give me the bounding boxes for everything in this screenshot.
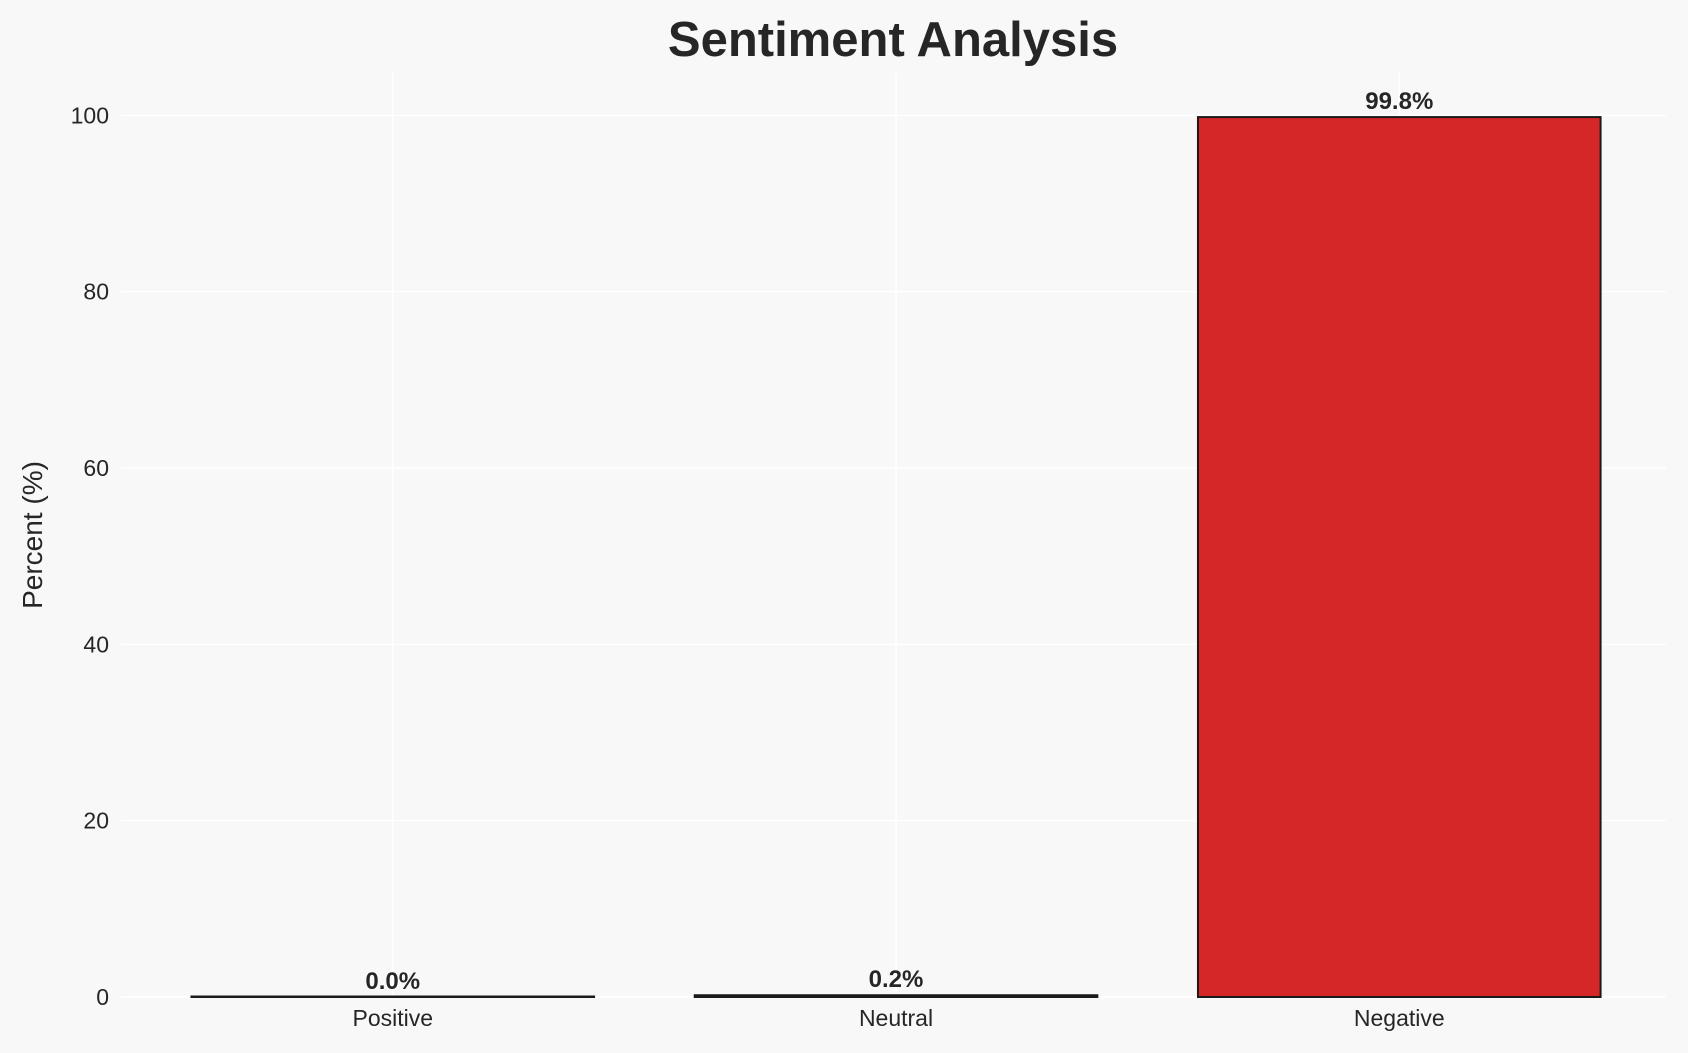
data-label-positive: 0.0% (365, 968, 420, 995)
y-tick-label: 80 (83, 279, 109, 305)
x-tick-label: Neutral (859, 1005, 933, 1031)
y-tick-label: 40 (83, 631, 109, 657)
chart-title: Sentiment Analysis (668, 13, 1118, 67)
bar-positive (190, 995, 596, 998)
data-label-neutral: 0.2% (869, 966, 924, 993)
y-axis-label: Percent (%) (17, 461, 48, 609)
x-tick-label: Negative (1354, 1005, 1445, 1031)
y-tick-label: 0 (96, 984, 109, 1010)
y-tick-label: 20 (83, 808, 109, 834)
y-tick-label: 100 (71, 102, 109, 128)
data-label-negative: 99.8% (1365, 88, 1433, 115)
bar-neutral (693, 994, 1099, 998)
x-tick-label: Positive (352, 1005, 433, 1031)
bar-negative (1196, 116, 1602, 998)
y-tick-label: 60 (83, 455, 109, 481)
